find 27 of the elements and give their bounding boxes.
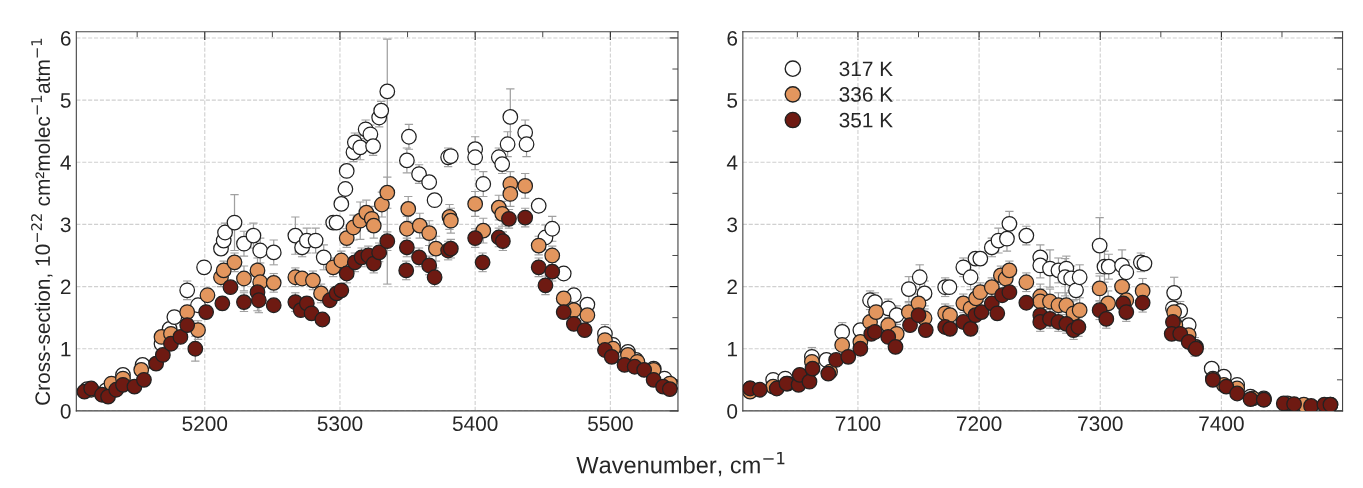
y-tick-label: 5	[727, 93, 738, 108]
y-axis-title: Cross-section, 10$^{−22}$ cm²molec$^{−1}$atm$^{−1}$	[31, 38, 53, 405]
y-tick-label: 5	[60, 93, 71, 108]
x-tick-label: 5200	[182, 416, 228, 432]
y-tick-label: 3	[60, 217, 71, 233]
y-tick-label: 4	[726, 155, 738, 170]
x-tick-label: 7200	[956, 416, 1002, 432]
legend-label: 317 K	[839, 61, 893, 77]
x-tick-label: 5500	[588, 416, 633, 432]
y-tick-label: 0	[60, 403, 71, 419]
x-axis-title: Wavenumber, cm$^{−1}$	[576, 452, 785, 477]
y-tick-label: 2	[60, 279, 71, 295]
x-tick-label: 7400	[1199, 416, 1244, 432]
legend-label: 336 K	[839, 87, 893, 102]
x-tick-label: 5300	[317, 416, 363, 432]
x-tick-label: 5400	[452, 416, 498, 432]
y-tick-label: 0	[727, 403, 738, 419]
x-tick-label: 7300	[1078, 416, 1123, 432]
y-tick-label: 1	[61, 341, 71, 357]
y-tick-label: 3	[727, 217, 738, 233]
y-tick-label: 1	[727, 341, 737, 357]
x-tick-label: 7100	[835, 416, 881, 432]
y-tick-label: 6	[60, 30, 71, 46]
y-tick-label: 4	[60, 155, 71, 170]
y-tick-label: 6	[727, 30, 738, 46]
y-tick-label: 2	[727, 279, 737, 295]
legend-label: 351 K	[839, 112, 893, 128]
